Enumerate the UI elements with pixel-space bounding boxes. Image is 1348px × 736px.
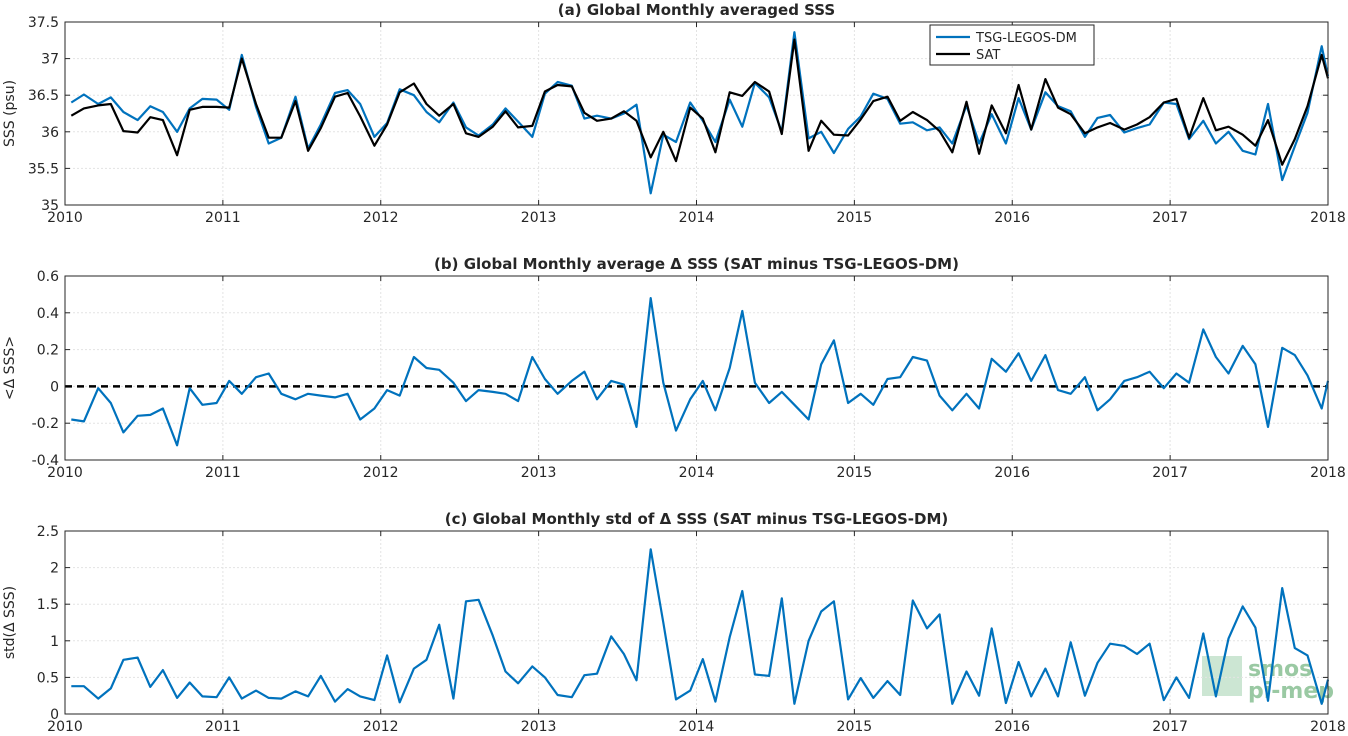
x-tick-label: 2011 (205, 719, 241, 735)
y-axis-label: std(Δ SSS) (2, 586, 18, 659)
y-tick-label: 35 (41, 198, 59, 214)
y-tick-label: 2.5 (37, 524, 59, 540)
x-tick-label: 2011 (205, 465, 241, 481)
panel-a: 2010 2011 2012 2013 2014 2015 2016 2017 2018 35 35… (2, 1, 1346, 226)
x-tick-label: 2014 (679, 210, 715, 226)
panel-title: (b) Global Monthly average Δ SSS (SAT mi… (434, 255, 959, 273)
x-tick-label: 2017 (1152, 719, 1188, 735)
x-tick-label: 2010 (47, 465, 83, 481)
x-tick-label: 2010 (47, 210, 83, 226)
x-tick-label: 2012 (363, 719, 399, 735)
x-tick-label: 2013 (521, 465, 557, 481)
series-line (71, 548, 1330, 705)
legend-box (929, 24, 1095, 66)
y-tick-label: 0.6 (37, 269, 59, 285)
x-tick-label: 2018 (1310, 210, 1346, 226)
y-tick-label: 1.5 (37, 597, 59, 613)
axes-box (64, 530, 1329, 715)
x-tick-label: 2018 (1310, 719, 1346, 735)
legend-entry: TSG-LEGOS-DM (975, 31, 1077, 46)
x-tick-label: 2015 (837, 465, 873, 481)
legend: TSG-LEGOS-DM SAT (929, 24, 1095, 66)
series-line (71, 297, 1330, 447)
y-tick-label: 35.5 (28, 161, 59, 177)
x-tick-label: 2016 (994, 210, 1030, 226)
x-tick-label: 2011 (205, 210, 241, 226)
x-tick-label: 2010 (47, 719, 83, 735)
y-tick-label: 0 (50, 379, 59, 395)
x-tick-label: 2015 (837, 719, 873, 735)
x-tick-label: 2012 (363, 210, 399, 226)
y-tick-label: 0.5 (37, 670, 59, 686)
panel-title: (c) Global Monthly std of Δ SSS (SAT min… (445, 510, 948, 528)
y-axis-label: <Δ SSS> (2, 336, 18, 400)
x-tick-label: 2014 (679, 465, 715, 481)
x-tick-label: 2015 (837, 210, 873, 226)
y-tick-label: 0.4 (37, 306, 59, 322)
legend-entry: SAT (976, 48, 1000, 63)
x-tick-label: 2018 (1310, 465, 1346, 481)
y-tick-label: -0.4 (32, 453, 59, 469)
x-tick-label: 2016 (994, 465, 1030, 481)
y-tick-label: 1 (50, 634, 59, 650)
series-line-sat (70, 38, 1330, 166)
x-tick-label: 2014 (679, 719, 715, 735)
y-tick-label: 36 (41, 125, 59, 141)
panel-title: (a) Global Monthly averaged SSS (558, 1, 835, 19)
y-tick-label: 0.2 (37, 343, 59, 359)
y-tick-label: 36.5 (28, 88, 59, 104)
x-tick-label: 2012 (363, 465, 399, 481)
x-tick-label: 2017 (1152, 210, 1188, 226)
y-tick-label: 37.5 (28, 15, 59, 31)
y-tick-label: 37 (41, 52, 59, 68)
y-tick-label: -0.2 (32, 416, 59, 432)
panel-b: 2010 2011 2012 2013 2014 2015 2016 2017 2018 -0.4… (2, 255, 1346, 481)
y-axis-label: SSS (psu) (2, 80, 18, 147)
axes-box (64, 21, 1329, 206)
x-tick-label: 2013 (521, 719, 557, 735)
y-tick-label: 0 (50, 707, 59, 723)
panel-c: 2010 2011 2012 2013 2014 2015 2016 2017 2018 0 0.5… (2, 510, 1346, 735)
x-tick-label: 2017 (1152, 465, 1188, 481)
x-tick-label: 2016 (994, 719, 1030, 735)
x-tick-label: 2013 (521, 210, 557, 226)
axes-box (64, 275, 1329, 461)
y-tick-label: 2 (50, 561, 59, 577)
